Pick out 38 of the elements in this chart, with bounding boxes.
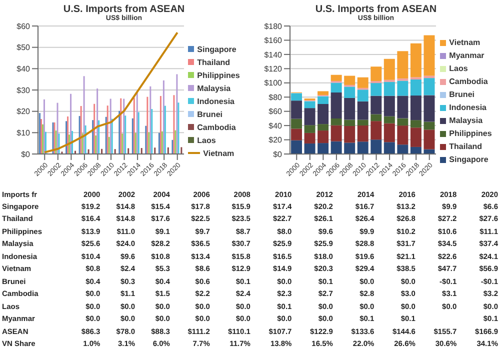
legend-label: Myanmar	[449, 51, 484, 60]
legend-label: Cambodia	[197, 122, 236, 132]
chart-title: U.S. Imports from ASEAN	[63, 4, 185, 15]
y-tick-label: $0	[273, 150, 283, 159]
y-tick-label: $40	[16, 64, 31, 74]
y-tick-label: $100	[264, 78, 283, 88]
y-tick-label: $20	[268, 136, 283, 145]
legend-label: Vietnam	[449, 38, 480, 47]
legend-label: Brunei	[197, 110, 222, 118]
legend-label: Brunei	[449, 90, 474, 99]
legend-label: Cambodia	[449, 77, 488, 86]
y-tick-label: $140	[264, 50, 283, 60]
legend-label: Indonesia	[197, 96, 234, 106]
legend-label: Singapore	[449, 155, 488, 164]
y-tick-label: $40	[268, 121, 283, 130]
y-tick-label: $160	[264, 36, 283, 46]
y-tick-label: $50	[16, 43, 31, 52]
legend-label: Singapore	[197, 44, 236, 54]
y-tick-label: $20	[16, 107, 31, 116]
y-tick-label: $180	[264, 22, 283, 31]
y-tick-label: $30	[16, 86, 31, 95]
y-tick-label: $10	[16, 128, 31, 138]
y-tick-label: $60	[268, 107, 283, 116]
y-tick-label: $80	[268, 92, 283, 102]
legend-label: Laos	[449, 64, 468, 73]
legend-label: Indonesia	[449, 103, 486, 112]
legend-label: Philippines	[197, 70, 240, 80]
legend-label: Thailand	[449, 142, 482, 151]
legend-label: Laos	[197, 136, 216, 144]
legend-label: Vietnam	[203, 148, 234, 158]
y-tick-label: $60	[16, 22, 31, 31]
legend-label: Malaysia	[449, 116, 483, 125]
legend-label: Thailand	[197, 58, 230, 66]
y-tick-label: $0	[21, 150, 31, 159]
y-tick-label: $120	[264, 64, 283, 74]
legend-label: Malaysia	[197, 84, 231, 92]
legend-label: Philippines	[449, 129, 492, 138]
chart-title: U.S. Imports from ASEAN	[315, 4, 437, 15]
